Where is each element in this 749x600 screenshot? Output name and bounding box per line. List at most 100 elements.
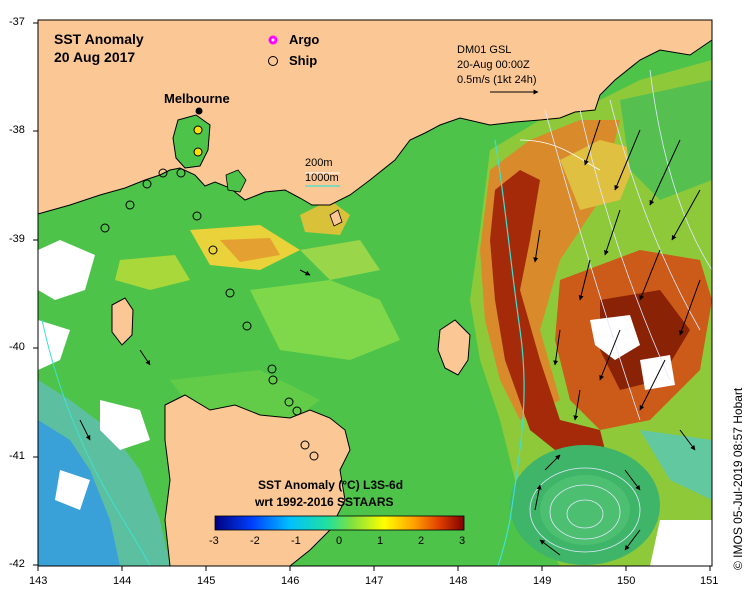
map-frame (37, 19, 713, 567)
eddy-streamline (549, 484, 621, 540)
current-arrow (679, 279, 701, 336)
sea-patch (300, 240, 380, 280)
mainland-australia (37, 19, 713, 215)
colorbar-tick: 1 (377, 535, 384, 547)
ship-marker (193, 147, 203, 157)
current-arrow (539, 539, 561, 556)
lon-tick-label: 150 (617, 575, 636, 587)
king-island (111, 297, 134, 346)
ship-marker (208, 245, 218, 255)
current-arrow (584, 119, 601, 166)
melbourne-marker (195, 107, 203, 115)
ship-marker (284, 397, 294, 407)
cloud-gap (640, 355, 675, 390)
ship-marker (125, 200, 135, 210)
ship-marker (100, 223, 110, 233)
ship-marker (142, 179, 152, 189)
cloud-gap (100, 400, 150, 450)
colorbar-tick: -2 (250, 535, 260, 547)
current-arrow (578, 259, 591, 301)
ship-marker (192, 211, 202, 221)
ship-marker (309, 451, 319, 461)
current-arrow (79, 419, 91, 441)
flinders-island (437, 319, 471, 376)
lon-tick-label: 144 (113, 575, 132, 587)
current-arrow (599, 329, 621, 381)
cloud-gap (590, 315, 640, 360)
ship-marker (225, 288, 235, 298)
colorbar-tick: -1 (291, 535, 301, 547)
current-arrow (679, 429, 696, 451)
current-arrow (639, 359, 666, 411)
current-arrow (139, 349, 151, 366)
lat-tick-label: -38 (9, 124, 25, 136)
current-model-label: DM01 GSL (457, 44, 512, 56)
warm-patch (560, 140, 640, 210)
axis-ticks (33, 22, 711, 571)
contour-1000m-label: 1000m (305, 172, 339, 184)
current-scale-label: 0.5m/s (1kt 24h) (457, 74, 537, 86)
ship-marker (158, 168, 168, 178)
current-arrow (624, 469, 641, 491)
ship-track (100, 168, 319, 461)
lon-tick-label: 143 (29, 575, 48, 587)
sea-patch (620, 80, 712, 200)
current-arrow (639, 249, 661, 301)
lon-tick-label: 147 (365, 575, 384, 587)
colorbar-tick: 3 (459, 535, 466, 547)
map-title: SST Anomaly (54, 31, 144, 47)
streamline (649, 69, 713, 271)
contour-1000m (41, 319, 151, 567)
lat-tick-label: -39 (9, 233, 25, 245)
small-island (329, 209, 343, 227)
current-arrow (534, 484, 542, 511)
eddy-streamline (566, 499, 604, 529)
ship-marker (267, 364, 277, 374)
current-arrow (614, 129, 641, 191)
legend-argo-label: Argo (289, 32, 320, 47)
current-arrow (604, 209, 621, 256)
current-arrow (671, 189, 701, 241)
eddy-streamline (529, 467, 641, 553)
lat-tick-label: -40 (9, 341, 25, 353)
contour-200m-label: 200m (305, 157, 333, 169)
warm-patch (115, 255, 190, 290)
current-arrow (573, 389, 581, 421)
lat-tick-label: -42 (9, 558, 25, 570)
colorbar (214, 515, 465, 531)
ship-marker (292, 406, 302, 416)
ship-marker (242, 321, 252, 331)
melbourne-label: Melbourne (164, 91, 230, 106)
current-time-label: 20-Aug 00:00Z (457, 59, 530, 71)
colorbar-tick: 0 (336, 535, 343, 547)
current-arrow (533, 229, 541, 263)
ship-marker (268, 375, 278, 385)
lon-tick-label: 149 (533, 575, 552, 587)
current-arrow (649, 139, 681, 206)
map-date: 20 Aug 2017 (54, 49, 136, 65)
argo-float-icon-center (271, 38, 275, 42)
current-arrow (553, 329, 561, 366)
legend-ship-label: Ship (289, 53, 318, 68)
western-port (225, 169, 247, 193)
lon-tick-label: 148 (449, 575, 468, 587)
warm-patch (220, 238, 280, 262)
lon-tick-label: 151 (700, 575, 719, 587)
sea-patch (250, 280, 400, 360)
ship-marker (176, 168, 186, 178)
hot-anomaly (490, 170, 610, 470)
lat-tick-label: -41 (9, 450, 25, 462)
streamline (579, 109, 671, 381)
eddy-core (540, 475, 630, 545)
imos-credit: © IMOS 05-Jul-2019 08:57 Hobart (731, 387, 745, 570)
current-arrow (544, 454, 561, 471)
colorbar-subtitle: wrt 1992-2016 SSTAARS (255, 495, 394, 509)
lon-tick-label: 146 (281, 575, 300, 587)
current-arrow (624, 529, 641, 551)
colorbar-tick: 2 (418, 535, 425, 547)
current-arrow (299, 269, 311, 276)
lat-tick-label: -37 (9, 16, 25, 28)
cloud-gap (55, 470, 90, 510)
colorbar-tick: -3 (209, 535, 219, 547)
